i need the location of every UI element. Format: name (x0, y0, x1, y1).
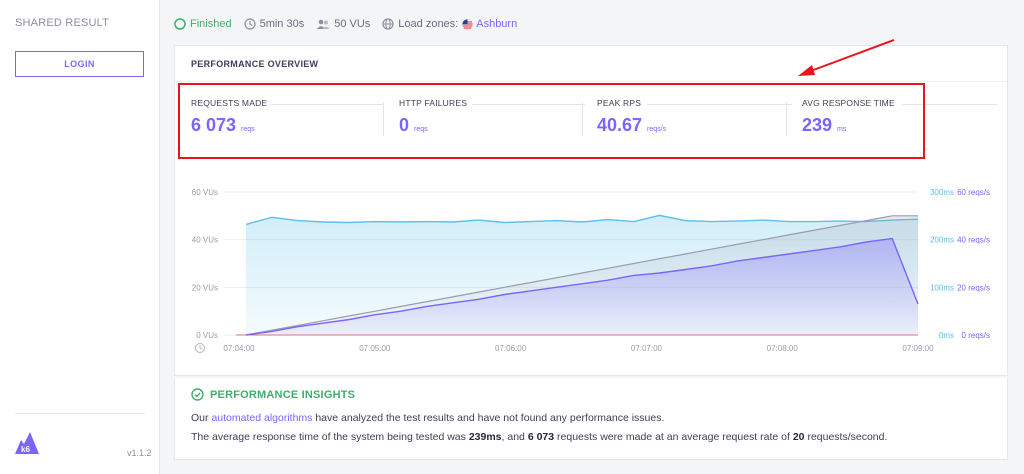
metric-label: AVG RESPONSE TIME (802, 98, 895, 108)
x-tick-label: 07:07:00 (631, 344, 663, 353)
x-tick-label: 07:08:00 (767, 344, 799, 353)
y-tick-label-vus: 60 VUs (192, 188, 218, 197)
us-flag-icon (462, 18, 474, 30)
series-request-rate-line (245, 237, 919, 336)
shared-result-label: SHARED RESULT (15, 17, 110, 29)
metric-value: 40.67 reqs/s (597, 115, 666, 136)
metric-rule (472, 104, 585, 105)
status-duration: 5min 30s (243, 18, 305, 30)
insights-text: The average response time of the system … (191, 431, 466, 443)
load-zone-link[interactable]: Ashburn (476, 18, 518, 30)
insights-requests: 6 073 (527, 431, 555, 443)
vus-text: 50 VUs (334, 18, 371, 30)
metric-number: 6 073 (191, 115, 237, 135)
series-request-rate-area (246, 238, 918, 335)
check-circle-icon (191, 388, 204, 401)
metric-label: HTTP FAILURES (399, 98, 468, 108)
metric-number: 40.67 (597, 115, 643, 135)
insights-text: have analyzed the test results and have … (315, 412, 665, 424)
svg-text:k6: k6 (21, 445, 30, 454)
insights-text: requests/second. (807, 431, 888, 443)
annotation-arrow-icon (798, 39, 895, 76)
y-tick-label-rps: 60 reqs/s (957, 188, 990, 197)
version-label: v1.1.2 (127, 448, 152, 458)
metric-number: 0 (399, 115, 410, 135)
y-tick-label-ms: 300ms (930, 188, 954, 197)
insights-text: Our (191, 412, 209, 424)
login-button[interactable]: LOGIN (15, 51, 144, 77)
metric-rule (271, 104, 383, 105)
status-text: Finished (190, 18, 232, 30)
k6-logo-icon[interactable]: k6 (15, 432, 39, 454)
sidebar-divider (15, 413, 145, 414)
y-tick-label-ms: 100ms (930, 283, 954, 292)
metric-divider (786, 102, 787, 136)
y-tick-label-rps: 40 reqs/s (957, 236, 990, 245)
metric-value: 6 073 reqs (191, 115, 255, 136)
globe-icon (382, 18, 394, 30)
x-tick-label: 07:09:00 (902, 344, 934, 353)
performance-chart: 0 VUs 0ms 0 reqs/s 20 VUs 100ms 20 reqs/s 40 V… (192, 188, 990, 353)
metric-number: 239 (802, 115, 833, 135)
y-tick-label-rps: 20 reqs/s (957, 283, 990, 292)
insights-line-2: The average response time of the system … (191, 431, 887, 443)
status-load-zones: Load zones: Ashburn (382, 18, 517, 30)
timeline-clock-icon (195, 343, 205, 353)
insights-line-1: Our automated algorithms have analyzed t… (191, 412, 664, 424)
x-tick-label: 07:06:00 (495, 344, 527, 353)
y-tick-label-vus: 20 VUs (192, 283, 218, 292)
metric-unit: reqs (241, 126, 255, 133)
metric-rule (647, 104, 792, 105)
sidebar: SHARED RESULT LOGIN k6 v1.1.2 (0, 0, 160, 474)
y-tick-label-rps: 0 reqs/s (962, 331, 990, 340)
automated-algorithms-link[interactable]: automated algorithms (211, 412, 313, 424)
insights-title: PERFORMANCE INSIGHTS (210, 388, 356, 401)
duration-text: 5min 30s (259, 18, 305, 30)
insights-text: , and (501, 431, 525, 443)
metric-divider (582, 102, 583, 136)
users-icon (317, 19, 330, 29)
insights-rate: 20 (792, 431, 805, 443)
metric-label: PEAK RPS (597, 98, 642, 108)
series-vus-line (245, 215, 918, 336)
y-tick-label-ms: 200ms (930, 236, 954, 245)
timeline-clock-hands (199, 345, 203, 350)
insights-text: requests were made at an average request… (557, 431, 790, 443)
metric-value: 0 reqs (399, 115, 428, 136)
y-tick-label-ms: 0ms (939, 331, 954, 340)
metric-label: REQUESTS MADE (191, 98, 268, 108)
performance-insights-panel: PERFORMANCE INSIGHTS Our automated algor… (174, 378, 1008, 460)
load-zones-label: Load zones: (398, 18, 459, 30)
x-tick-label: 07:04:00 (223, 344, 255, 353)
metric-divider (383, 102, 384, 136)
series-response-time-line (245, 214, 919, 226)
annotation-highlight-box (178, 83, 925, 159)
status-vus: 50 VUs (316, 18, 370, 30)
insights-avg-ms: 239ms (468, 431, 502, 443)
status-finished: Finished (174, 18, 232, 30)
test-status-bar: Finished 5min 30s 50 VUs Load zones: Ash… (174, 16, 529, 32)
y-tick-label-vus: 0 VUs (196, 331, 218, 340)
panel-separator (175, 81, 1007, 82)
y-tick-label-vus: 40 VUs (192, 236, 218, 245)
panel-title: PERFORMANCE OVERVIEW (191, 59, 319, 69)
circle-check-icon (174, 18, 186, 30)
insights-header: PERFORMANCE INSIGHTS (191, 388, 355, 401)
x-tick-label: 07:05:00 (359, 344, 391, 353)
metric-rule (902, 104, 997, 105)
clock-icon (243, 18, 256, 30)
metric-unit: reqs/s (647, 126, 667, 133)
metric-value: 239 ms (802, 115, 846, 136)
metric-unit: reqs (414, 126, 428, 133)
metric-unit: ms (837, 126, 847, 133)
